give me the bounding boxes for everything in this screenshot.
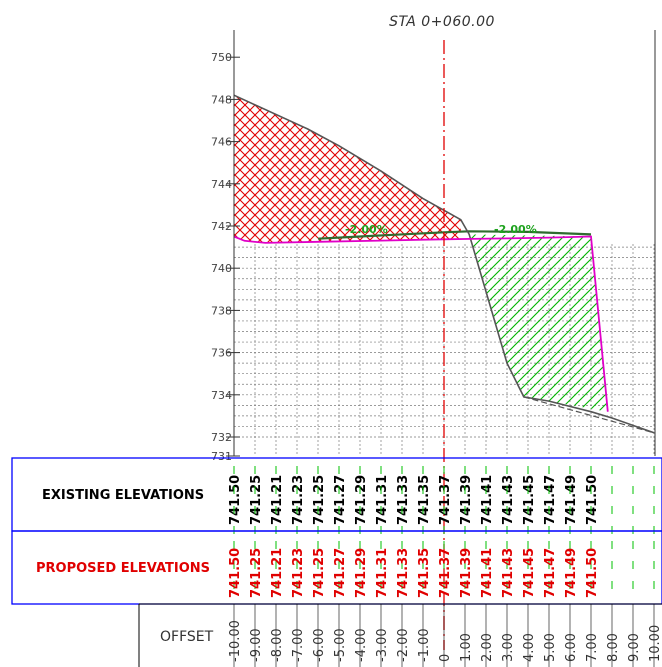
y-axis: 750 748 746 744 742 740 738 736 734 732 731 [211,30,240,463]
station-title: STA 0+060.00 [389,14,495,30]
offset-value: -8.00 [270,628,285,662]
proposed-elevation-value: 741.35 [417,548,432,598]
proposed-elevation-value: 741.31 [375,548,390,598]
existing-elevation-value: 741.25 [312,475,327,525]
y-tick-label: 736 [211,347,232,360]
y-tick-label: 746 [211,136,232,149]
proposed-road-line [233,235,609,412]
existing-elevation-value: 741.50 [228,475,243,525]
existing-elevation-value: 741.47 [543,475,558,525]
offset-value: 3.00 [501,633,516,662]
offset-value: 9.00 [627,633,642,662]
offset-value: 4.00 [522,633,537,662]
existing-elevation-value: 741.37 [438,475,453,525]
offset-value: -6.00 [312,628,327,662]
proposed-elevation-value: 741.43 [501,548,516,598]
offset-value: -4.00 [354,628,369,662]
proposed-elevations-label: PROPOSED ELEVATIONS [36,561,210,576]
proposed-elevation-value: 741.39 [459,548,474,598]
fill-area-polygon [469,234,608,412]
existing-elevation-value: 741.29 [354,475,369,525]
proposed-elevation-value: 741.23 [291,548,306,598]
proposed-elevation-value: 741.27 [333,548,348,598]
existing-ground-dashed [523,396,655,434]
existing-surface-line [317,230,592,240]
existing-elevation-value: 741.49 [564,475,579,525]
offset-value: 0 [438,654,453,662]
offset-value: 10.00 [648,625,662,662]
profile-lines [233,94,655,434]
existing-elevation-value: 741.25 [249,475,264,525]
proposed-elevation-value: 741.50 [585,548,600,598]
y-tick-label: 738 [211,304,232,317]
proposed-elevation-value: 741.29 [354,548,369,598]
proposed-elevation-values: 741.50 741.25 741.21 741.23 741.25 741.27 741.… [228,548,600,598]
offset-value: -1.00 [417,628,432,662]
existing-elevation-value: 741.43 [501,475,516,525]
offset-value: -2.00 [396,628,411,662]
y-tick-label: 750 [211,51,232,64]
offset-value: 1.00 [459,633,474,662]
existing-elevation-value: 741.27 [333,475,348,525]
y-tick-label: 748 [211,93,232,106]
proposed-elevation-value: 741.25 [249,548,264,598]
y-tick-label: 742 [211,220,232,233]
proposed-elevation-value: 741.47 [543,548,558,598]
existing-elevation-values: 741.50 741.25 741.21 741.23 741.25 741.27 741.… [228,466,655,589]
offset-value: 5.00 [543,633,558,662]
cut-area-polygon [234,95,461,243]
existing-elevation-value: 741.41 [480,475,495,525]
offset-value: -5.00 [333,628,348,662]
offset-values: -10.00 -9.00 -8.00 -7.00 -6.00 -5.00 -4.00 -3.0… [228,604,662,667]
existing-elevation-value: 741.21 [270,475,285,525]
cut-area-hatch [234,95,461,243]
offset-value: -7.00 [291,628,306,662]
offset-value: 8.00 [606,633,621,662]
existing-elevation-value: 741.31 [375,475,390,525]
offset-label: OFFSET [160,629,214,645]
existing-elevation-value: 741.35 [417,475,432,525]
existing-elevation-value: 741.50 [585,475,600,525]
proposed-elevation-value: 741.37 [438,548,453,598]
existing-elevations-label: EXISTING ELEVATIONS [42,488,204,503]
offset-value: 6.00 [564,633,579,662]
fill-area-hatch [469,234,608,412]
proposed-elevation-value: 741.21 [270,548,285,598]
existing-elevation-value: 741.33 [396,475,411,525]
proposed-elevation-value: 741.50 [228,548,243,598]
offset-value: 2.00 [480,633,495,662]
y-tick-label: 732 [211,431,232,444]
y-tick-label: 734 [211,389,232,402]
offset-value: -10.00 [228,620,243,662]
proposed-elevation-value: 741.41 [480,548,495,598]
offset-value: -3.00 [375,628,390,662]
grade-label-left: -2.00% [345,223,388,236]
grade-label-right: -2.00% [494,223,537,236]
proposed-elevation-value: 741.33 [396,548,411,598]
y-tick-label: 740 [211,262,232,275]
existing-elevation-value: 741.45 [522,475,537,525]
proposed-elevation-value: 741.49 [564,548,579,598]
y-tick-label: 731 [211,450,232,463]
proposed-elevation-value: 741.45 [522,548,537,598]
existing-elevation-value: 741.23 [291,475,306,525]
offset-value: 7.00 [585,633,600,662]
existing-ground-line [233,94,655,434]
proposed-elevation-value: 741.25 [312,548,327,598]
existing-elevation-value: 741.39 [459,475,474,525]
y-tick-label: 744 [211,178,232,191]
offset-value: -9.00 [249,628,264,662]
